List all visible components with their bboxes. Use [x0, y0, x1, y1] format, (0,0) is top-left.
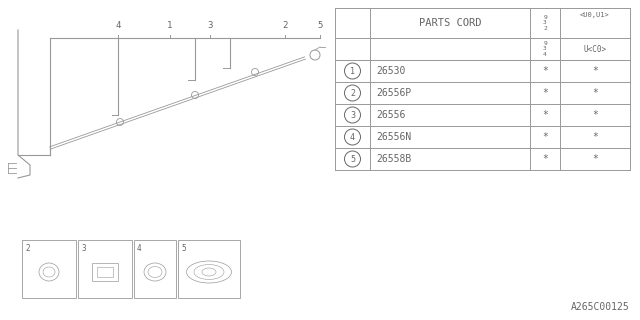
Text: 2: 2: [282, 21, 288, 30]
Text: 5: 5: [350, 155, 355, 164]
Text: 26530: 26530: [376, 66, 405, 76]
Text: 26556N: 26556N: [376, 132, 412, 142]
Text: 9
3
4: 9 3 4: [543, 41, 547, 57]
Text: 5: 5: [317, 21, 323, 30]
Text: 26558B: 26558B: [376, 154, 412, 164]
Text: 1: 1: [350, 67, 355, 76]
Text: A265C00125: A265C00125: [572, 302, 630, 312]
Text: 4: 4: [350, 132, 355, 141]
Text: *: *: [542, 110, 548, 120]
Text: U<C0>: U<C0>: [584, 44, 607, 53]
Text: *: *: [542, 88, 548, 98]
Text: *: *: [592, 66, 598, 76]
Text: <U0,U1>: <U0,U1>: [580, 12, 610, 19]
Text: 2: 2: [350, 89, 355, 98]
Text: *: *: [542, 154, 548, 164]
Text: 5: 5: [181, 244, 186, 253]
Text: 9
3
2: 9 3 2: [543, 15, 547, 31]
Text: 4: 4: [115, 21, 121, 30]
Text: 3: 3: [207, 21, 212, 30]
Text: *: *: [592, 132, 598, 142]
Text: 4: 4: [137, 244, 141, 253]
Text: 2: 2: [25, 244, 29, 253]
Text: *: *: [592, 154, 598, 164]
Text: 3: 3: [350, 110, 355, 119]
Text: *: *: [542, 132, 548, 142]
Text: *: *: [592, 110, 598, 120]
Text: 26556P: 26556P: [376, 88, 412, 98]
Text: *: *: [592, 88, 598, 98]
Text: 3: 3: [81, 244, 86, 253]
Text: PARTS CORD: PARTS CORD: [419, 18, 481, 28]
Text: 1: 1: [167, 21, 173, 30]
Text: 26556: 26556: [376, 110, 405, 120]
Text: *: *: [542, 66, 548, 76]
